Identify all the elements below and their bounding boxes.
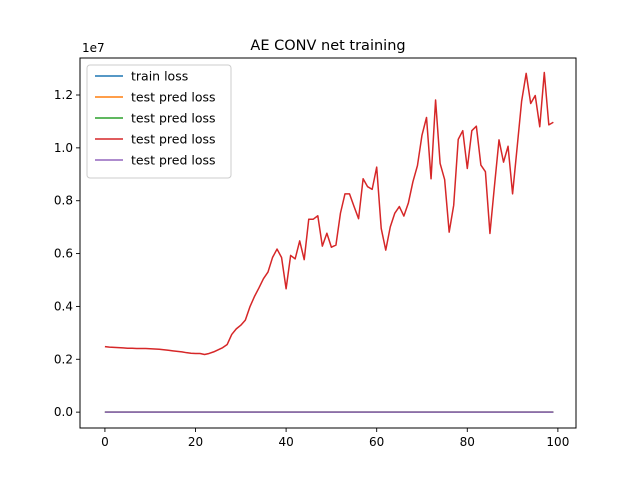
x-tick-label: 0 [101,435,109,449]
series-layer [104,71,554,413]
y-tick-label: 0.2 [54,352,73,366]
y-tick-label: 1.2 [54,88,73,102]
x-tick-label: 20 [188,435,203,449]
x-tick-label: 60 [369,435,384,449]
y-tick-label: 0.4 [54,299,73,313]
y-tick-label: 1.0 [54,141,73,155]
legend-label: test pred loss [131,90,216,105]
x-tick-label: 40 [278,435,293,449]
legend: train loss test pred loss test pred loss te… [86,64,232,179]
x-axis: 0 20 40 60 80 100 [101,428,569,449]
legend-label: test pred loss [131,111,216,126]
y-offset-label: 1e7 [82,41,105,55]
plot-frame [79,57,577,429]
y-tick-label: 0.6 [54,247,73,261]
legend-box [86,64,232,179]
legend-label: test pred loss [131,132,216,147]
y-tick-label: 0.8 [54,194,73,208]
legend-label: train loss [131,69,188,84]
y-axis: 0.0 0.2 0.4 0.6 0.8 1.0 1.2 [54,88,80,419]
chart-title: AE CONV net training [250,38,405,54]
series-line-4 [104,71,554,356]
x-tick-label: 80 [460,435,475,449]
y-tick-label: 0.0 [54,405,73,419]
plot-area [79,57,577,429]
legend-label: test pred loss [131,153,216,168]
x-tick-label: 100 [546,435,569,449]
